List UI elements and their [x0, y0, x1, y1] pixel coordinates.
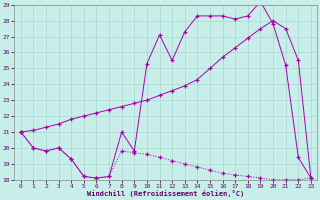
X-axis label: Windchill (Refroidissement éolien,°C): Windchill (Refroidissement éolien,°C)	[87, 190, 244, 197]
